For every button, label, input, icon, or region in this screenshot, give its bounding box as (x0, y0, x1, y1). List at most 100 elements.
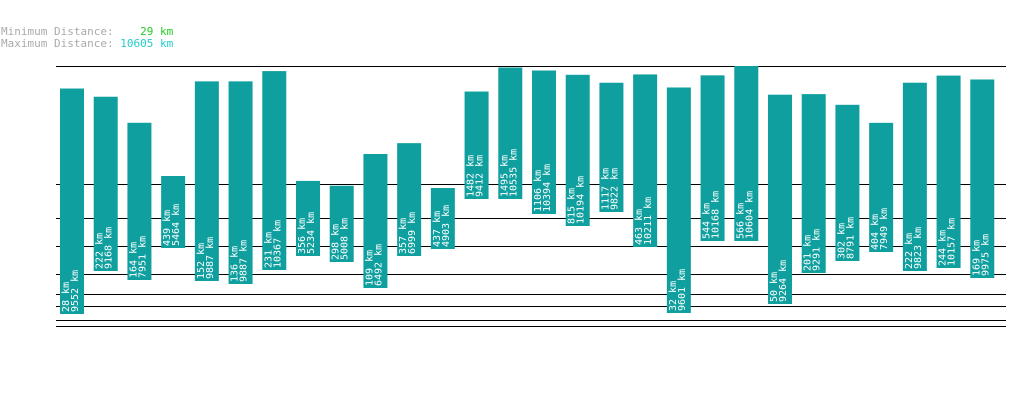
bar (430, 188, 455, 249)
bar (363, 154, 388, 288)
bar (532, 70, 556, 214)
bar-max-label: 9168 km (104, 227, 115, 269)
bar-max-label: 9822 km (609, 168, 620, 210)
bar-min-label: 231 km (263, 232, 274, 268)
bar-max-label: 10367 km (272, 220, 283, 268)
bar-max-label: 6492 km (373, 244, 384, 286)
bar-max-label: 6999 km (407, 212, 418, 254)
bar (296, 180, 320, 256)
bar (768, 94, 792, 304)
bar (262, 71, 287, 270)
min-distance-label: Minimum Distance: (1, 25, 114, 38)
bar-max-label: 10604 km (744, 191, 755, 239)
bar-min-label: 164 km (128, 242, 139, 278)
bar (902, 82, 927, 271)
bar (464, 91, 489, 199)
bar (869, 122, 894, 252)
max-distance-value: 10605 km (120, 37, 174, 50)
bar-min-label: 28 km (61, 282, 72, 312)
bar-min-label: 437 km (432, 211, 443, 247)
bar-min-label: 302 km (836, 223, 847, 259)
bar (666, 87, 691, 313)
bar-max-label: 9412 km (475, 155, 486, 197)
bar-max-label: 9264 km (778, 260, 789, 302)
bar-max-label: 4903 km (441, 205, 452, 247)
bar-max-label: 10211 km (643, 197, 654, 245)
bar-min-label: 404 km (870, 214, 881, 250)
bar (127, 122, 152, 280)
bar (397, 143, 422, 256)
bar-max-label: 9887 km (205, 237, 216, 279)
bar-min-label: 222 km (904, 233, 915, 269)
bar-min-label: 201 km (803, 235, 814, 271)
bar (970, 79, 995, 278)
bar-max-label: 5008 km (340, 218, 351, 260)
bar-min-label: 357 km (398, 218, 409, 254)
bar (801, 94, 826, 273)
distance-summary: Minimum Distance: 29 km Maximum Distance… (1, 26, 173, 50)
bar-max-label: 7949 km (879, 208, 890, 250)
bar-min-label: 50 km (769, 272, 780, 302)
bar-min-label: 32 km (668, 281, 679, 311)
bar (329, 185, 354, 262)
bar-min-label: 439 km (162, 210, 173, 246)
bar-min-label: 152 km (196, 243, 207, 279)
bar (700, 75, 725, 241)
bar-min-label: 222 km (95, 233, 106, 269)
bar (194, 81, 219, 281)
bar-min-label: 244 km (938, 230, 949, 266)
bar-min-label: 169 km (971, 240, 982, 276)
bar-max-label: 9823 km (913, 227, 924, 269)
bar (60, 88, 84, 314)
bar-min-label: 1482 km (466, 155, 477, 197)
bar-min-label: 1106 km (533, 170, 544, 212)
bar (161, 175, 186, 248)
bar-max-label: 9601 km (677, 269, 688, 311)
bar-max-label: 9291 km (812, 229, 823, 271)
bar-min-label: 463 km (634, 209, 645, 245)
bar-max-label: 10194 km (576, 176, 587, 224)
bar-max-label: 5234 km (306, 212, 317, 254)
bar (734, 66, 759, 241)
bar-min-label: 1117 km (600, 168, 611, 210)
min-distance-value: 29 km (140, 25, 174, 38)
bar-max-label: 10535 km (508, 149, 519, 197)
bar (835, 104, 860, 261)
bar (228, 81, 253, 284)
bar (93, 96, 118, 271)
bar-min-label: 298 km (331, 224, 342, 260)
bar (599, 82, 624, 212)
bar-min-label: 356 km (297, 218, 308, 254)
bar-min-label: 1495 km (499, 155, 510, 197)
bar-max-label: 8791 km (845, 217, 856, 259)
bar-max-label: 5464 km (171, 204, 182, 246)
bar-min-label: 544 km (702, 203, 713, 239)
bar-min-label: 815 km (567, 188, 578, 224)
bar-max-label: 10157 km (947, 218, 958, 266)
bar-min-label: 566 km (735, 203, 746, 239)
bar-max-label: 10394 km (542, 164, 553, 212)
